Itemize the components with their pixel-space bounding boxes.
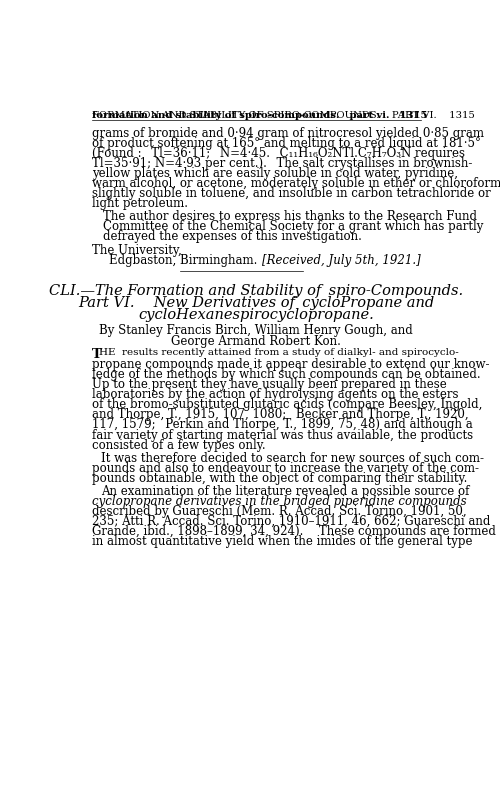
Text: An examination of the literature revealed a possible source of: An examination of the literature reveale… xyxy=(101,485,469,498)
Text: Committee of the Chemical Society for a grant which has partly: Committee of the Chemical Society for a … xyxy=(103,220,483,233)
Text: laboratories by the action of hydrolysing agents on the esters: laboratories by the action of hydrolysin… xyxy=(92,388,459,402)
Text: FORMATION AND STABILITY OF SPIRO-COMPOUNDS.    PART VI.    1315: FORMATION AND STABILITY OF SPIRO-COMPOUN… xyxy=(92,112,475,120)
Text: fair variety of starting material was thus available, the products: fair variety of starting material was th… xyxy=(92,428,473,442)
Text: described by Guareschi (Mem. R. Accad. Sci. Torino, 1901, 50,: described by Guareschi (Mem. R. Accad. S… xyxy=(92,505,467,518)
Text: By Stanley Francis Birch, William Henry Gough, and: By Stanley Francis Birch, William Henry … xyxy=(100,324,413,336)
Text: HE  results recently attained from a study of dialkyl- and spirocyclo-: HE results recently attained from a stud… xyxy=(98,348,458,358)
Text: light petroleum.: light petroleum. xyxy=(92,196,188,210)
Text: of product softening at 165° and melting to a red liquid at 181·5°: of product softening at 165° and melting… xyxy=(92,137,481,149)
Text: yellow plates which are easily soluble in cold water, pyridine,: yellow plates which are easily soluble i… xyxy=(92,167,458,180)
Text: and Thorpe, T., 1915, 107, 1080;  Becker and Thorpe, T., 1920,: and Thorpe, T., 1915, 107, 1080; Becker … xyxy=(92,409,469,421)
Text: The University,: The University, xyxy=(92,244,182,257)
Text: Tl=35·91; N=4·93 per cent.).  The salt crystallises in brownish-: Tl=35·91; N=4·93 per cent.). The salt cr… xyxy=(92,156,472,170)
Text: Up to the present they have usually been prepared in these: Up to the present they have usually been… xyxy=(92,378,447,391)
Text: grams of bromide and 0·94 gram of nitrocresol yielded 0·85 gram: grams of bromide and 0·94 gram of nitroc… xyxy=(92,127,484,140)
Text: cycloHexanespirocyclopropane.: cycloHexanespirocyclopropane. xyxy=(138,308,374,322)
Text: slightly soluble in toluene, and insoluble in carbon tetrachloride or: slightly soluble in toluene, and insolub… xyxy=(92,187,490,200)
Text: pounds obtainable, with the object of comparing their stability.: pounds obtainable, with the object of co… xyxy=(92,472,468,485)
Text: CLI.—The Formation and Stability of spiro-Compounds.: CLI.—The Formation and Stability of spir… xyxy=(49,284,464,298)
Text: 235; Atti R. Accad. Sci. Torino, 1910–1911, 46, 662; Guareschi and: 235; Atti R. Accad. Sci. Torino, 1910–19… xyxy=(92,515,490,527)
Text: Part VI.  New Derivatives of cycloPropane and: Part VI. New Derivatives of cycloPropane… xyxy=(78,296,434,310)
Text: formation and stability of spiro-compounds. part vi. 1315: formation and stability of spiro-compoun… xyxy=(92,112,428,120)
Text: Edgbaston, Birmingham.: Edgbaston, Birmingham. xyxy=(109,254,258,266)
Text: T: T xyxy=(92,348,102,362)
Text: (Found :  Tl=36·11;  N=4·45.  C₁₁H₁₆O₂NTl.C₇H₇O₃N requires: (Found : Tl=36·11; N=4·45. C₁₁H₁₆O₂NTl.C… xyxy=(92,147,465,160)
Text: in almost quantitative yield when the imides of the general type: in almost quantitative yield when the im… xyxy=(92,534,472,548)
Text: George Armand Robert Kon.: George Armand Robert Kon. xyxy=(172,335,341,347)
Text: pounds and also to endeavour to increase the variety of the com-: pounds and also to endeavour to increase… xyxy=(92,461,479,475)
Text: [Received, July 5th, 1921.]: [Received, July 5th, 1921.] xyxy=(262,254,421,266)
Text: cyclopropane derivatives in the bridged piperidine compounds: cyclopropane derivatives in the bridged … xyxy=(92,494,467,508)
Text: ledge of the methods by which such compounds can be obtained.: ledge of the methods by which such compo… xyxy=(92,369,480,381)
Text: Grande, ibid., 1898–1899, 34, 924).  These compounds are formed: Grande, ibid., 1898–1899, 34, 924). Thes… xyxy=(92,525,496,538)
Text: of the bromo-substituted glutaric acids (compare Beesley, Ingold,: of the bromo-substituted glutaric acids … xyxy=(92,399,482,411)
Text: It was therefore decided to search for new sources of such com-: It was therefore decided to search for n… xyxy=(101,452,484,465)
Text: The author desires to express his thanks to the Research Fund: The author desires to express his thanks… xyxy=(103,210,477,222)
Text: defrayed the expenses of this investigation.: defrayed the expenses of this investigat… xyxy=(103,230,362,243)
Text: 117, 1579;  Perkin and Thorpe, T., 1899, 75, 48) and although a: 117, 1579; Perkin and Thorpe, T., 1899, … xyxy=(92,418,472,432)
Text: propane compounds made it appear desirable to extend our know-: propane compounds made it appear desirab… xyxy=(92,358,489,372)
Text: consisted of a few types only.: consisted of a few types only. xyxy=(92,439,266,451)
Text: warm alcohol, or acetone, moderately soluble in ether or chloroform,: warm alcohol, or acetone, moderately sol… xyxy=(92,177,500,189)
